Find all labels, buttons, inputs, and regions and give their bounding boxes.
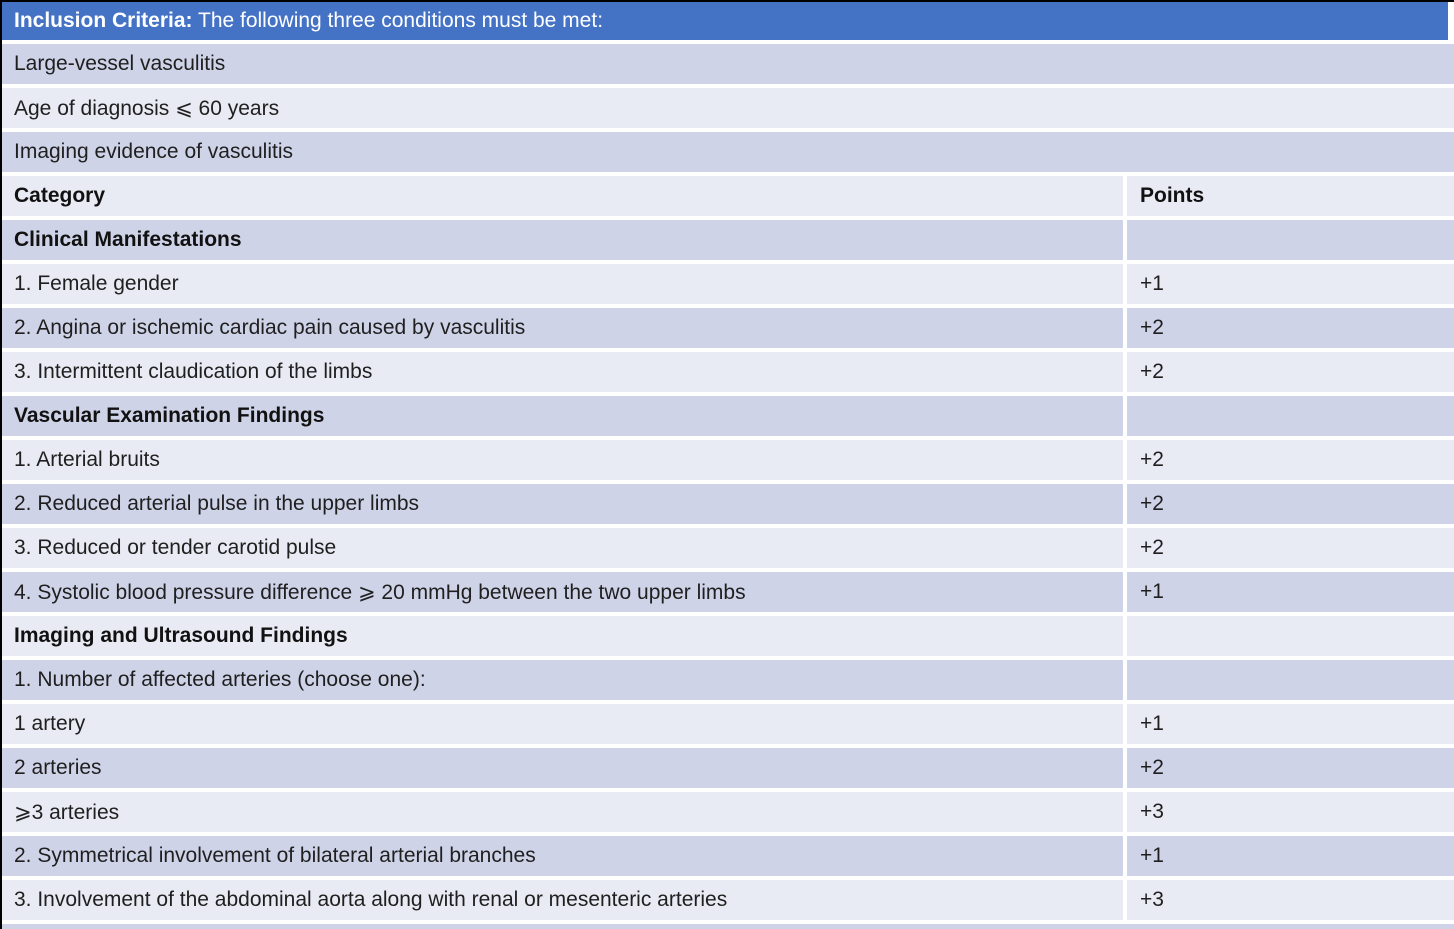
table-header-row: Category Points [2,176,1454,216]
inclusion-criteria-banner: Inclusion Criteria: The following three … [2,2,1448,40]
bottom-border-strip [2,924,1454,929]
section-row-vascular-examination-findings: Vascular Examination Findings [2,396,1454,436]
table-row: 3. Reduced or tender carotid pulse +2 [2,528,1454,568]
row-label: 2. Angina or ischemic cardiac pain cause… [2,308,1123,348]
row-label: 3. Intermittent claudication of the limb… [2,352,1123,392]
row-label: 2 arteries [2,748,1123,788]
points-column-header: Points [1127,176,1454,216]
points-cell [1127,396,1454,436]
section-label: Imaging and Ultrasound Findings [2,616,1123,656]
row-label: 1. Number of affected arteries (choose o… [2,660,1123,700]
section-row-clinical-manifestations: Clinical Manifestations [2,220,1454,260]
condition-age-of-diagnosis: Age of diagnosis ⩽ 60 years [2,88,1454,128]
points-cell: +1 [1127,836,1454,876]
points-cell: +2 [1127,352,1454,392]
points-cell: +2 [1127,484,1454,524]
table-row: 4. Systolic blood pressure difference ⩾ … [2,572,1454,612]
condition-row: Large-vessel vasculitis [2,44,1454,84]
row-label: ⩾3 arteries [2,792,1123,832]
inclusion-criteria-title: Inclusion Criteria: [14,9,193,32]
points-cell [1127,616,1454,656]
table-row: 2. Symmetrical involvement of bilateral … [2,836,1454,876]
condition-row: Imaging evidence of vasculitis [2,132,1454,172]
row-label: 1. Female gender [2,264,1123,304]
condition-imaging-evidence: Imaging evidence of vasculitis [2,132,1454,172]
points-cell [1127,660,1454,700]
points-cell [1127,220,1454,260]
table-row: 3. Intermittent claudication of the limb… [2,352,1454,392]
row-label: 1 artery [2,704,1123,744]
table-row: 1 artery +1 [2,704,1454,744]
condition-row: Age of diagnosis ⩽ 60 years [2,88,1454,128]
row-label: 3. Involvement of the abdominal aorta al… [2,880,1123,920]
points-cell: +2 [1127,748,1454,788]
section-row-imaging-and-ultrasound-findings: Imaging and Ultrasound Findings [2,616,1454,656]
category-column-header: Category [2,176,1123,216]
points-cell: +1 [1127,704,1454,744]
section-label: Clinical Manifestations [2,220,1123,260]
inclusion-criteria-subtitle: The following three conditions must be m… [192,9,604,32]
points-cell: +2 [1127,528,1454,568]
row-label: 2. Symmetrical involvement of bilateral … [2,836,1123,876]
condition-large-vessel-vasculitis: Large-vessel vasculitis [2,44,1454,84]
points-cell: +3 [1127,792,1454,832]
table-row: 1. Number of affected arteries (choose o… [2,660,1454,700]
table-row: 2. Angina or ischemic cardiac pain cause… [2,308,1454,348]
points-cell: +1 [1127,264,1454,304]
table-row: 2. Reduced arterial pulse in the upper l… [2,484,1454,524]
section-label: Vascular Examination Findings [2,396,1123,436]
table-row: 3. Involvement of the abdominal aorta al… [2,880,1454,920]
table-row: 1. Female gender +1 [2,264,1454,304]
row-label: 2. Reduced arterial pulse in the upper l… [2,484,1123,524]
points-cell: +2 [1127,308,1454,348]
table-row: 2 arteries +2 [2,748,1454,788]
table-row: 1. Arterial bruits +2 [2,440,1454,480]
row-label: 4. Systolic blood pressure difference ⩾ … [2,572,1123,612]
points-cell: +1 [1127,572,1454,612]
points-cell: +3 [1127,880,1454,920]
row-label: 1. Arterial bruits [2,440,1123,480]
points-cell: +2 [1127,440,1454,480]
row-label: 3. Reduced or tender carotid pulse [2,528,1123,568]
table-row: ⩾3 arteries +3 [2,792,1454,832]
